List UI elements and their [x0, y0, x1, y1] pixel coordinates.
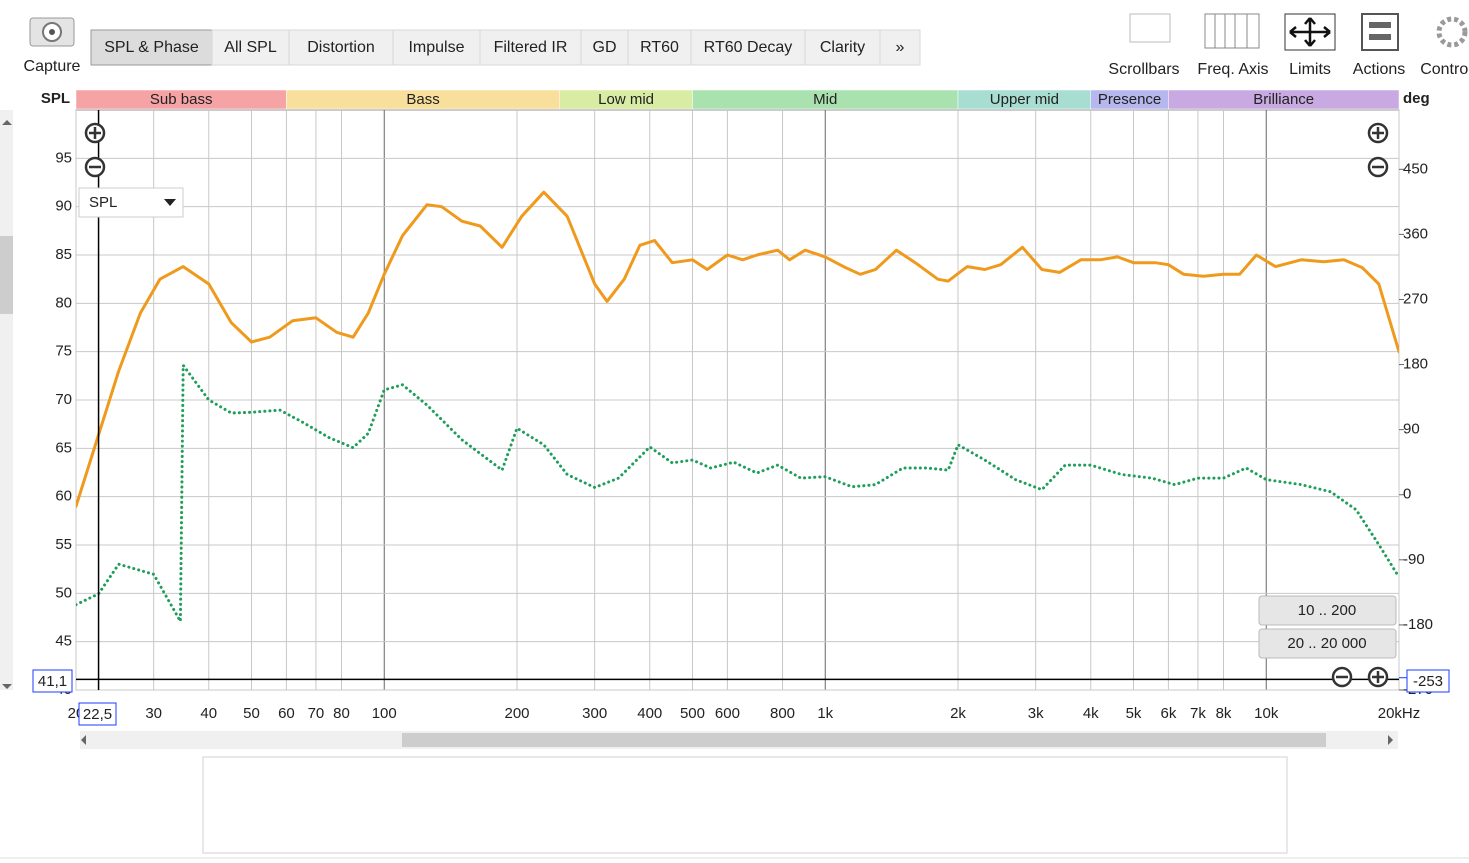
y-tick-label: 75	[55, 343, 72, 360]
x-tick-label: 3k	[1028, 705, 1044, 722]
x-tick-label: 300	[582, 705, 607, 722]
y2-tick-label: 90	[1403, 421, 1420, 438]
tab[interactable]	[627, 29, 692, 66]
y2-tick-label: -90	[1403, 551, 1425, 568]
cursor-y2-label-box	[1406, 669, 1450, 693]
band-label: Bass	[406, 91, 439, 108]
cursor-y2-label: -253	[1413, 673, 1443, 690]
tab[interactable]	[90, 29, 213, 66]
y-axis-label: SPL	[41, 90, 70, 107]
tool-label[interactable]: Scrollbars	[1108, 61, 1179, 78]
cursor-y-label-box	[32, 669, 73, 693]
x-tick-label: 5k	[1126, 705, 1142, 722]
band-label: Presence	[1098, 91, 1161, 108]
y-tick-label: 60	[55, 488, 72, 505]
cursor-x-label-box	[78, 702, 117, 726]
tab[interactable]	[479, 29, 582, 66]
x-tick-label: 400	[637, 705, 662, 722]
y-tick-label: 45	[55, 633, 72, 650]
x-tick-label: 30	[145, 705, 162, 722]
y-tick-label: 50	[55, 584, 72, 601]
y-tick-label: 65	[55, 439, 72, 456]
series-line	[76, 190, 1399, 508]
y-tick-label: 55	[55, 536, 72, 553]
x-tick-label: 1k	[817, 705, 833, 722]
y-tick-label: 85	[55, 246, 72, 263]
tab-label[interactable]: GD	[593, 39, 617, 56]
tool-label[interactable]: Freq. Axis	[1197, 61, 1268, 78]
x-tick-label: 40	[200, 705, 217, 722]
tool-icons	[1129, 13, 1468, 51]
tab-label[interactable]: SPL & Phase	[104, 39, 199, 56]
x-tick-label: 6k	[1160, 705, 1176, 722]
y-tick-label: 95	[55, 149, 72, 166]
cursor-x-label: 22,5	[83, 706, 112, 723]
x-tick-label: 7k	[1190, 705, 1206, 722]
tool-label[interactable]: Actions	[1353, 61, 1405, 78]
x-tick-label: 2k	[950, 705, 966, 722]
y2-tick-label: 180	[1403, 356, 1428, 373]
x-tick-label: 600	[715, 705, 740, 722]
y2-tick-label: 270	[1403, 290, 1428, 307]
band-label: Upper mid	[990, 91, 1059, 108]
range-button-label[interactable]: 20 .. 20 000	[1287, 635, 1366, 652]
band-label: Sub bass	[150, 91, 213, 108]
selector[interactable]	[78, 187, 184, 218]
y2-tick-label: -180	[1403, 616, 1433, 633]
x-tick-label: 500	[680, 705, 705, 722]
y-tick-label: 90	[55, 198, 72, 215]
y2-tick-label: 450	[1403, 160, 1428, 177]
x-tick-label: 80	[333, 705, 350, 722]
zoom-buttons[interactable]	[84, 122, 1389, 688]
tab-label[interactable]: RT60	[640, 39, 679, 56]
x-tick-label: 50	[243, 705, 260, 722]
band	[1168, 89, 1400, 110]
x-tick-label: 70	[308, 705, 325, 722]
tool-label[interactable]: Limits	[1289, 61, 1331, 78]
range-button[interactable]	[1258, 628, 1397, 659]
series-line	[76, 363, 1399, 623]
y-tick-label: 70	[55, 391, 72, 408]
x-tick-label: 200	[504, 705, 529, 722]
tab-label[interactable]: RT60 Decay	[704, 39, 793, 56]
scrollbar[interactable]	[0, 110, 1398, 749]
capture-icon[interactable]	[29, 17, 75, 47]
x-tick-label: 100	[372, 705, 397, 722]
tab-label[interactable]: Clarity	[820, 39, 865, 56]
tab[interactable]	[879, 29, 921, 66]
x-tick-label: 10k	[1254, 705, 1279, 722]
tab[interactable]	[288, 29, 394, 66]
selector-label[interactable]: SPL	[89, 194, 117, 211]
tab-label[interactable]: Impulse	[408, 39, 464, 56]
tab[interactable]	[804, 29, 881, 66]
capture-label[interactable]: Capture	[24, 58, 81, 75]
y2-tick-label: 360	[1403, 225, 1428, 242]
tool-label[interactable]: Controls	[1420, 61, 1469, 78]
y-tick-label: 80	[55, 294, 72, 311]
legend-panel	[202, 756, 1288, 854]
tab-label[interactable]: Filtered IR	[494, 39, 568, 56]
band-label: Brilliance	[1253, 91, 1314, 108]
x-tick-label: 4k	[1083, 705, 1099, 722]
x-tick-label: 800	[770, 705, 795, 722]
tab-label[interactable]: All SPL	[224, 39, 277, 56]
tab-label[interactable]: »	[896, 39, 905, 56]
x-tick-label: 60	[278, 705, 295, 722]
x-tick-label: 8k	[1216, 705, 1232, 722]
band-label: Low mid	[598, 91, 654, 108]
selector-arrow	[164, 199, 176, 206]
x-tick-label: 20kHz	[1378, 705, 1421, 722]
cursor-y-label: 41,1	[38, 673, 67, 690]
range-button[interactable]	[1258, 595, 1397, 626]
range-button-label[interactable]: 10 .. 200	[1298, 602, 1356, 619]
band-label: Mid	[813, 91, 837, 108]
y2-axis-label: deg	[1403, 90, 1430, 107]
y2-tick-label: 0	[1403, 486, 1411, 503]
tab-label[interactable]: Distortion	[307, 39, 375, 56]
